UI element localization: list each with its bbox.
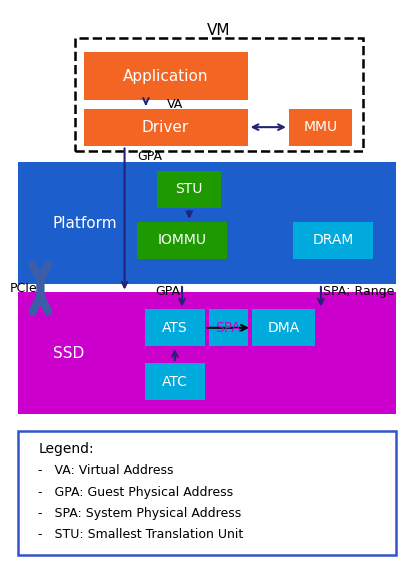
- Text: ATS: ATS: [162, 321, 188, 335]
- Text: STU: STU: [176, 182, 203, 197]
- FancyBboxPatch shape: [293, 222, 373, 258]
- Text: PCIe: PCIe: [10, 282, 37, 295]
- Text: Platform: Platform: [53, 216, 117, 231]
- FancyBboxPatch shape: [157, 171, 221, 208]
- FancyBboxPatch shape: [209, 310, 248, 346]
- FancyBboxPatch shape: [18, 162, 395, 284]
- FancyBboxPatch shape: [18, 293, 395, 414]
- FancyBboxPatch shape: [252, 310, 315, 346]
- FancyBboxPatch shape: [18, 431, 395, 556]
- Text: ATC: ATC: [162, 374, 188, 389]
- Text: VA: VA: [166, 98, 183, 111]
- Text: SSD: SSD: [53, 346, 84, 361]
- Text: SPA: SPA: [215, 321, 241, 335]
- Text: GPA: GPA: [137, 151, 162, 164]
- Text: Driver: Driver: [142, 120, 189, 135]
- Text: -   VA: Virtual Address: - VA: Virtual Address: [38, 464, 174, 477]
- Text: DMA: DMA: [268, 321, 300, 335]
- FancyBboxPatch shape: [83, 52, 248, 101]
- Text: MMU: MMU: [303, 120, 338, 134]
- Text: GPA: GPA: [155, 285, 180, 298]
- Text: VM: VM: [207, 23, 231, 38]
- Text: SPA; Range: SPA; Range: [323, 285, 394, 298]
- Text: -   SPA: System Physical Address: - SPA: System Physical Address: [38, 507, 242, 520]
- Text: Application: Application: [123, 69, 208, 84]
- FancyBboxPatch shape: [289, 109, 352, 145]
- FancyBboxPatch shape: [145, 363, 205, 400]
- FancyBboxPatch shape: [83, 109, 248, 145]
- FancyBboxPatch shape: [145, 310, 205, 346]
- FancyBboxPatch shape: [137, 222, 227, 258]
- Text: IOMMU: IOMMU: [158, 233, 207, 247]
- Text: -   GPA: Guest Physical Address: - GPA: Guest Physical Address: [38, 486, 234, 499]
- Text: DRAM: DRAM: [312, 233, 354, 247]
- Text: Legend:: Legend:: [38, 442, 94, 456]
- Text: -   STU: Smallest Translation Unit: - STU: Smallest Translation Unit: [38, 528, 244, 541]
